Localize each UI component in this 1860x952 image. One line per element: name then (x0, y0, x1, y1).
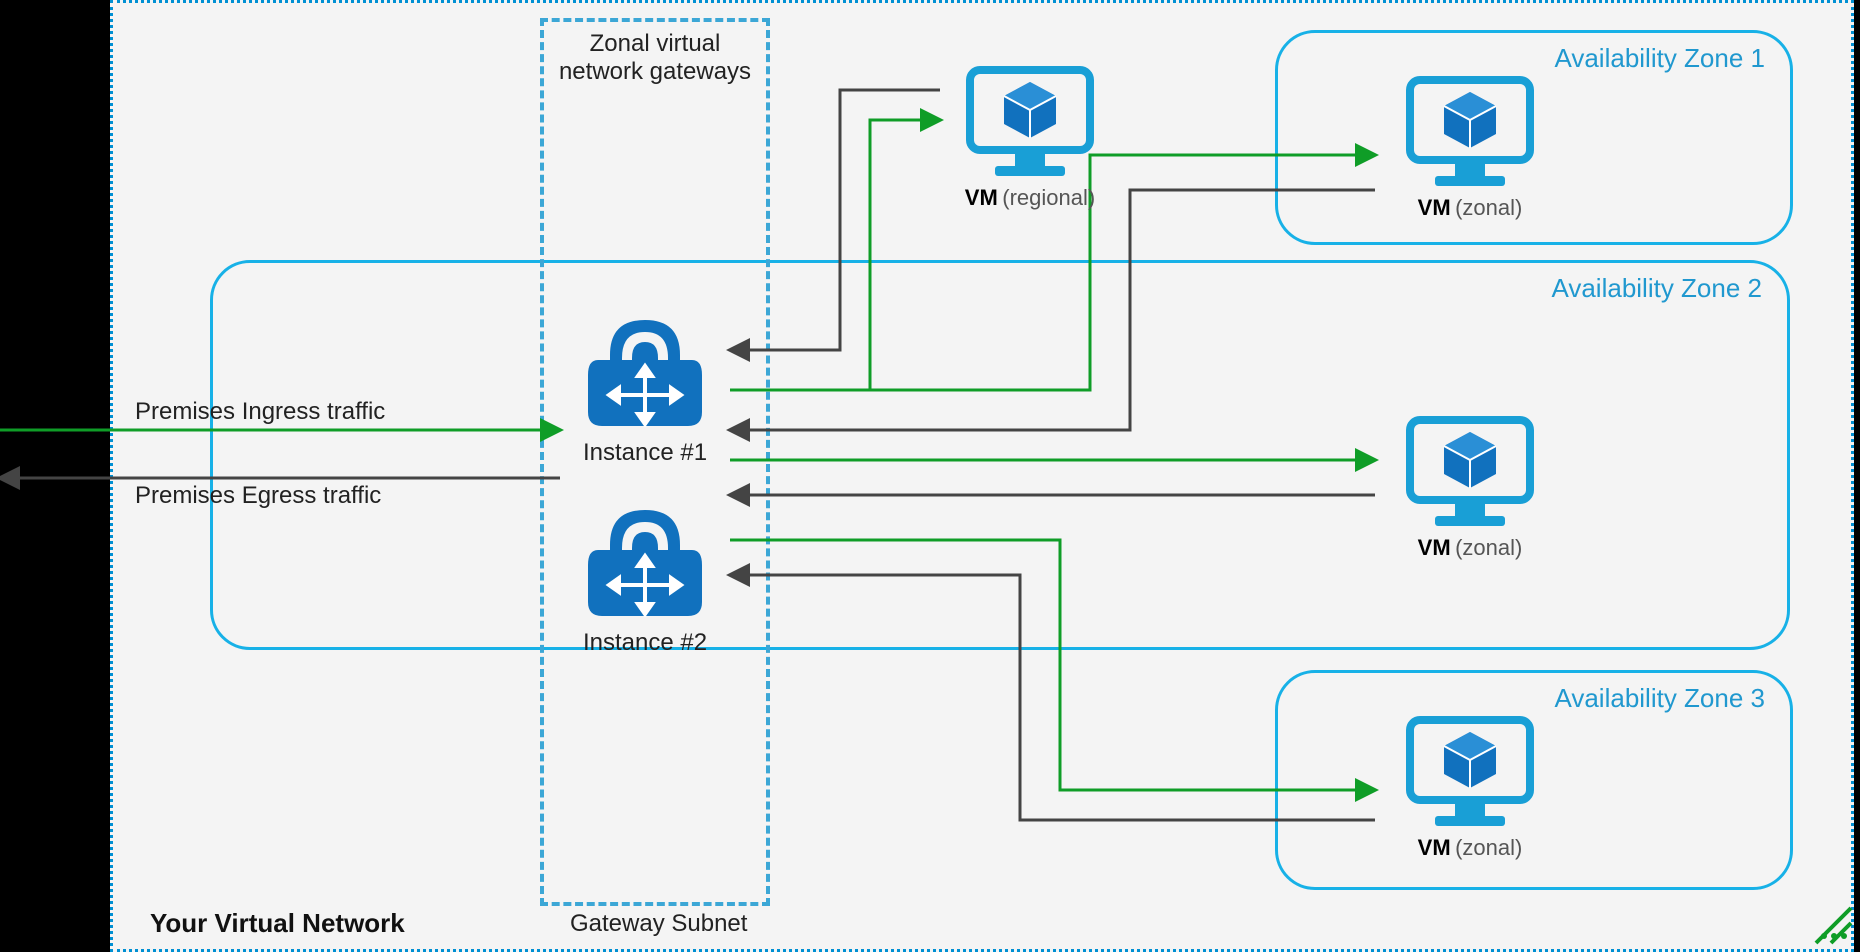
virtual-network-footer-label: Your Virtual Network (150, 908, 405, 939)
availability-zone-2-label: Availability Zone 2 (1551, 273, 1762, 304)
gateway-subnet-title: Zonal virtual network gateways (545, 30, 765, 86)
gateway-subnet-label: Gateway Subnet (570, 910, 747, 938)
gateway-label: Instance #2 (580, 629, 710, 657)
vm-label: VM (1418, 835, 1451, 860)
vm-zone1: VM (zonal) (1400, 70, 1540, 221)
vm-sublabel: (zonal) (1455, 535, 1522, 560)
vm-label: VM (965, 185, 998, 210)
availability-zone-2-box: Availability Zone 2 (210, 260, 1790, 650)
vm-sublabel: (regional) (1002, 185, 1095, 210)
resize-handle-icon[interactable] (1806, 898, 1856, 948)
gateway-label: Instance #1 (580, 439, 710, 467)
vm-zone2: VM (zonal) (1400, 410, 1540, 561)
availability-zone-3-label: Availability Zone 3 (1554, 683, 1765, 714)
ingress-traffic-label: Premises Ingress traffic (135, 398, 385, 426)
vm-label: VM (1418, 535, 1451, 560)
gateway-instance-1: Instance #1 (580, 300, 710, 467)
egress-traffic-label: Premises Egress traffic (135, 482, 381, 510)
vm-regional: VM (regional) (960, 60, 1100, 211)
vm-sublabel: (zonal) (1455, 835, 1522, 860)
vm-zone3: VM (zonal) (1400, 710, 1540, 861)
gateway-instance-2: Instance #2 (580, 490, 710, 657)
vm-sublabel: (zonal) (1455, 195, 1522, 220)
availability-zone-1-label: Availability Zone 1 (1554, 43, 1765, 74)
vm-label: VM (1418, 195, 1451, 220)
